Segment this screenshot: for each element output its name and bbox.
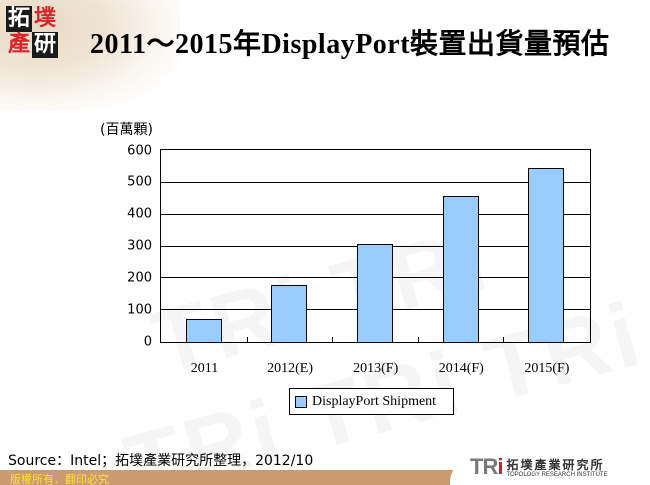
logo-char: 研	[32, 32, 58, 58]
bar-2013(F)	[357, 243, 393, 342]
gridline	[161, 181, 590, 183]
footer-logo-area	[450, 452, 650, 485]
x-tick-label: 2012(E)	[267, 361, 314, 376]
x-tick-mark	[417, 337, 419, 342]
bar-2012(E)	[271, 285, 308, 342]
institute-name-en: TOPOLOGY RESEARCH INSTITUTE	[506, 472, 608, 478]
chart-legend: DisplayPort Shipment	[289, 388, 454, 415]
y-tick-label: 0	[143, 334, 152, 349]
y-tick-label: 100	[127, 302, 152, 318]
x-tick-label: 2015(F)	[524, 361, 570, 376]
chart-plot-area	[160, 149, 591, 343]
y-tick-label: 600	[127, 143, 152, 158]
y-tick-label: 200	[127, 270, 152, 286]
y-tick-label: 300	[127, 238, 152, 254]
gridline	[161, 213, 590, 215]
x-tick-mark	[503, 337, 505, 342]
x-tick-label: 2013(F)	[353, 361, 399, 376]
y-axis-unit-label: (百萬顆)	[100, 122, 153, 138]
x-tick-label: 2014(F)	[438, 361, 484, 376]
tri-mark-icon: TRi	[470, 454, 503, 479]
logo-char: 產	[7, 32, 30, 57]
legend-label: DisplayPort Shipment	[312, 393, 437, 409]
page-title: 2011～2015年DisplayPort裝置出貨量預估	[90, 29, 610, 60]
x-tick-mark	[246, 337, 248, 342]
tri-logo-badge: 拓 墣 產 研	[6, 6, 58, 58]
x-tick-label: 2011	[190, 361, 219, 376]
x-tick-mark	[332, 337, 334, 342]
tri-institute-logo: TRi 拓墣產業研究所 TOPOLOGY RESEARCH INSTITUTE	[470, 454, 608, 479]
logo-char: 墣	[33, 6, 56, 31]
bar-2014(F)	[442, 196, 479, 342]
legend-swatch-icon	[295, 395, 307, 408]
bar-2015(F)	[528, 167, 565, 342]
copyright-text: 版權所有．翻印必究	[10, 473, 109, 485]
source-note: Source：Intel；拓墣產業研究所整理，2012/10	[8, 453, 314, 469]
logo-char: 拓	[6, 6, 32, 32]
y-tick-label: 400	[127, 206, 152, 222]
y-tick-label: 500	[127, 174, 152, 190]
bar-2011	[185, 318, 222, 342]
institute-name-zh: 拓墣產業研究所	[506, 457, 605, 472]
